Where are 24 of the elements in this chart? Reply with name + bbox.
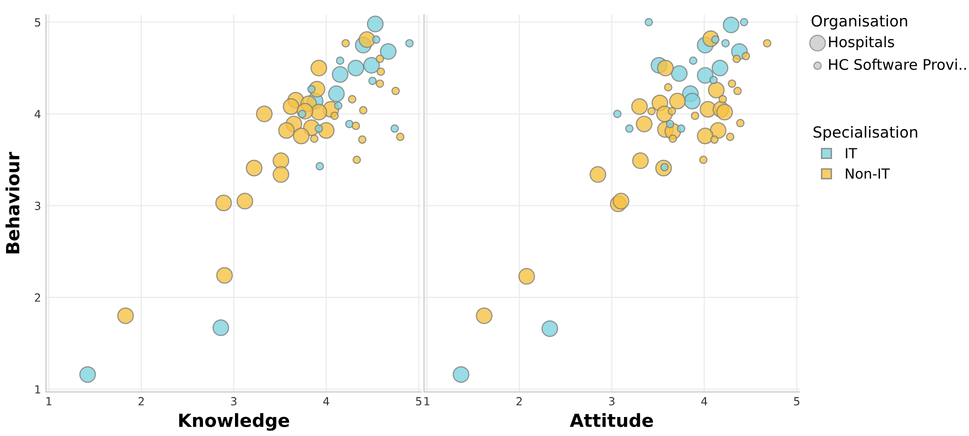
text: HC Software Provi.. xyxy=(829,58,966,70)
y-tick-label: 5 xyxy=(34,18,40,27)
x-tick-label: 2 xyxy=(138,397,144,406)
y-tick-label: 3 xyxy=(34,202,40,210)
x-tick-label: 3 xyxy=(231,397,236,406)
legend-label: IT xyxy=(846,148,858,158)
x-tick-label: 2 xyxy=(516,397,522,406)
x-tick-label: 5 xyxy=(416,397,422,406)
x-tick-label: 1 xyxy=(46,397,52,406)
y-axis-title: Behaviour xyxy=(6,152,20,254)
y-tick-label: 2 xyxy=(34,293,40,302)
legend-title: Specialisation xyxy=(814,126,918,141)
y-tick-label: 1 xyxy=(35,385,40,394)
x-tick-label: 4 xyxy=(701,397,708,406)
text: Organisation xyxy=(812,14,908,30)
x-tick-label: 4 xyxy=(323,397,330,406)
y-tick-label: 4 xyxy=(34,110,41,118)
x-tick-label: 1 xyxy=(424,397,430,406)
x-tick-label: 5 xyxy=(794,397,800,406)
text: Hospitals xyxy=(829,36,894,50)
x-axis-title: Knowledge xyxy=(179,413,290,431)
legend-label: Non-IT xyxy=(846,168,890,179)
x-tick-label: 3 xyxy=(609,397,614,406)
x-axis-title: Attitude xyxy=(570,413,653,428)
